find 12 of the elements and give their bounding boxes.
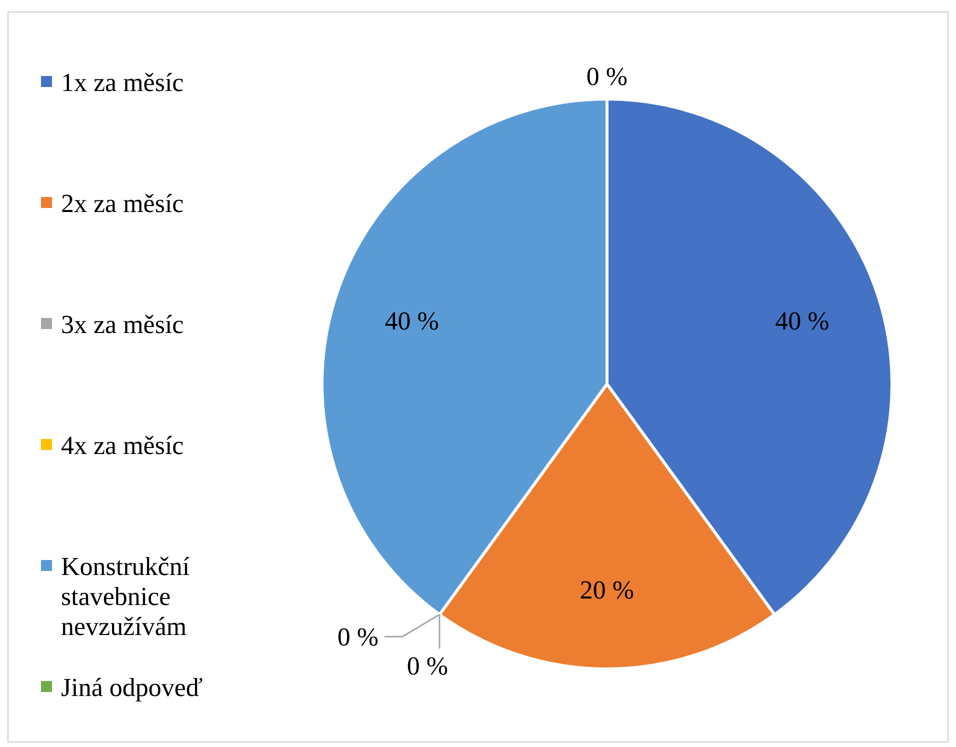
legend-label: 2x za měsíc	[61, 189, 184, 218]
legend-label: Jiná odpoveď	[61, 673, 203, 702]
data-label: 40 %	[775, 306, 830, 336]
legend-label: 3x za měsíc	[61, 310, 184, 340]
data-label: 20 %	[580, 575, 634, 604]
legend-label: 1x za měsíc	[61, 68, 184, 98]
text: 0 %	[406, 652, 448, 681]
text: 0 %	[586, 62, 628, 91]
text: 0 %	[337, 622, 378, 652]
legend-label: 4x za měsíc	[61, 431, 184, 460]
legend-label: Konstrukční stavebnice nevzužívám	[61, 552, 190, 641]
data-label: 40 %	[384, 306, 439, 336]
